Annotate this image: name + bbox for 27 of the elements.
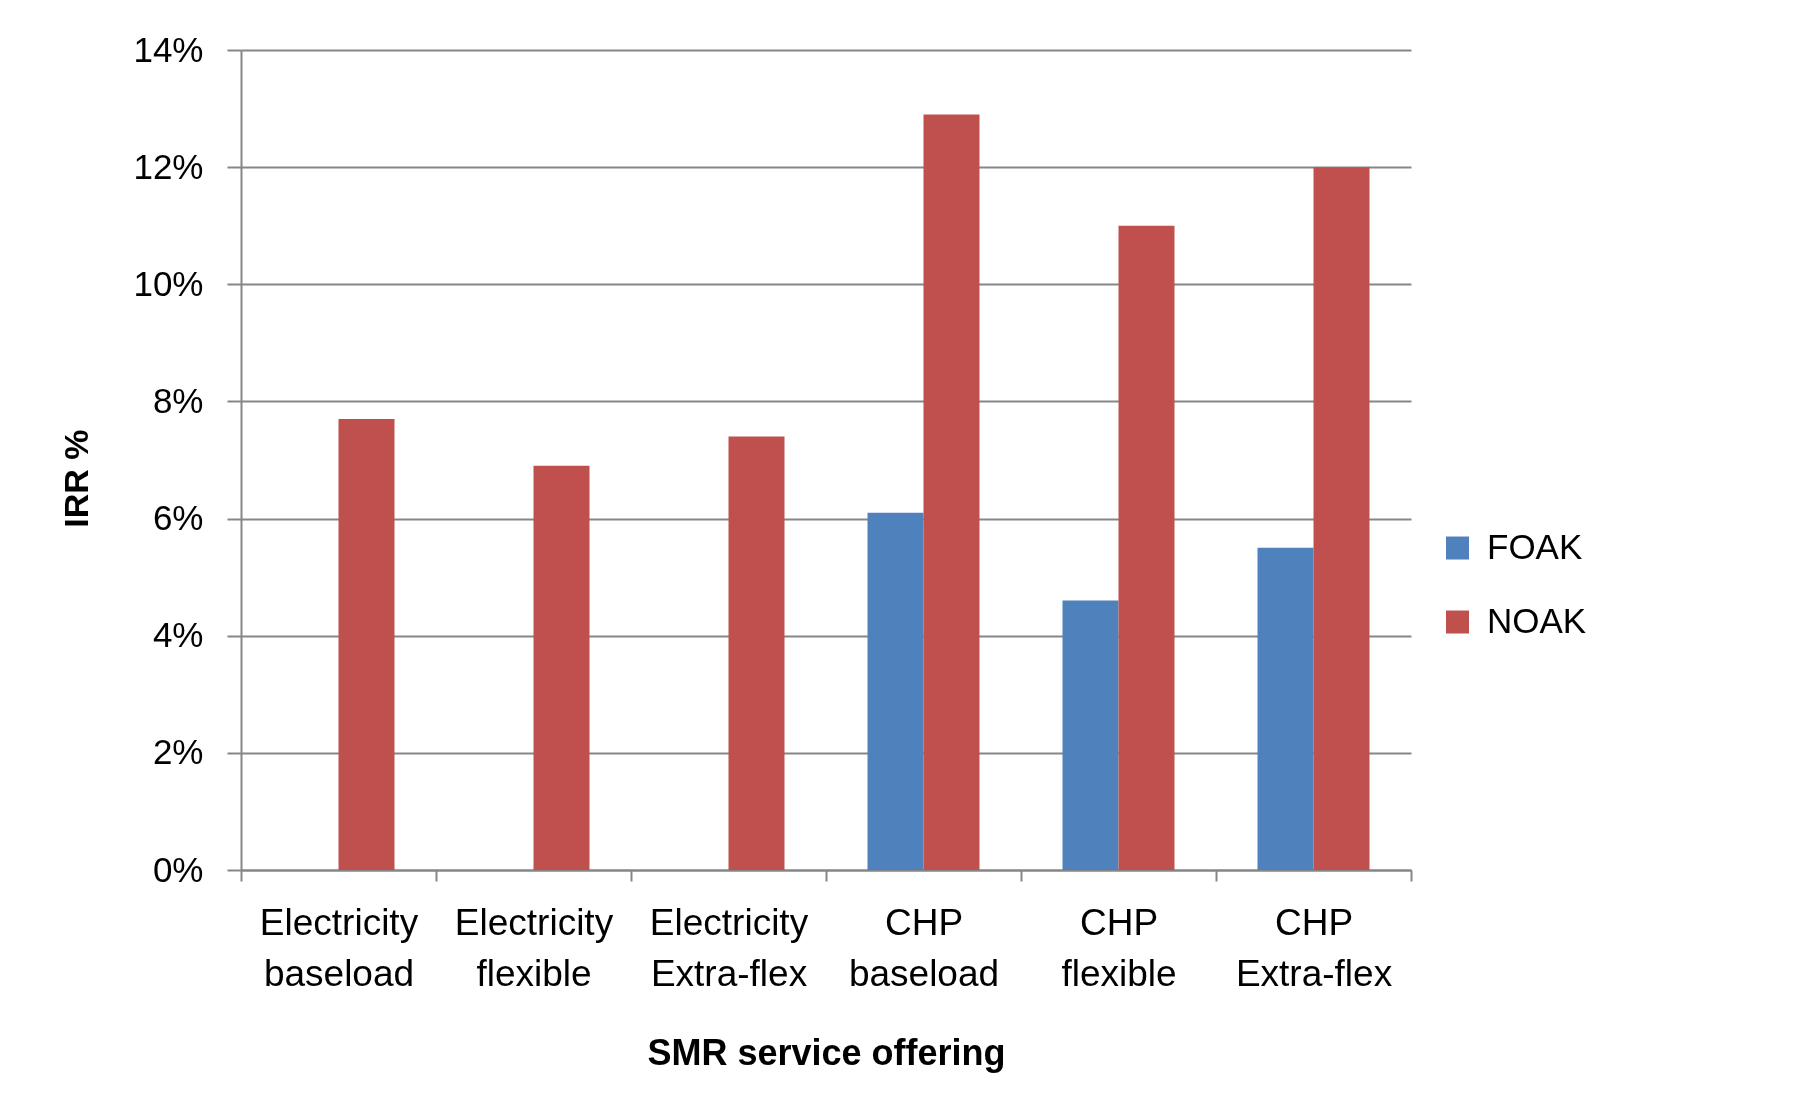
bar <box>1257 547 1314 870</box>
y-tick-label: 10% <box>133 263 204 303</box>
bar <box>1062 600 1119 870</box>
y-tick-label: 14% <box>133 29 204 69</box>
bar <box>533 465 590 870</box>
legend-label: FOAK <box>1487 527 1583 567</box>
bar <box>1313 167 1370 870</box>
legend-label: NOAK <box>1487 601 1587 641</box>
x-axis-title: SMR service offering <box>647 1031 1006 1073</box>
y-tick-label: 2% <box>152 732 204 772</box>
bar <box>1118 225 1175 870</box>
bar <box>867 512 924 870</box>
y-tick-label: 0% <box>152 849 204 889</box>
x-tick-label: Electricity flexible <box>454 901 614 994</box>
y-tick-label: 4% <box>152 615 204 655</box>
y-tick-label: 12% <box>133 146 204 186</box>
x-tick-label: Electricity baseload <box>259 901 419 994</box>
bar <box>728 436 785 870</box>
y-axis-title: IRR % <box>57 429 96 528</box>
x-tick-label: Electricity Extra-flex <box>649 901 809 994</box>
bar <box>338 419 395 870</box>
x-tick-label: CHP Extra-flex <box>1235 901 1393 994</box>
bar <box>923 114 980 870</box>
x-tick-label: CHP flexible <box>1061 901 1177 994</box>
y-tick-label: 8% <box>152 380 204 420</box>
x-tick-label: CHP baseload <box>848 901 1000 994</box>
y-tick-label: 6% <box>152 498 204 538</box>
